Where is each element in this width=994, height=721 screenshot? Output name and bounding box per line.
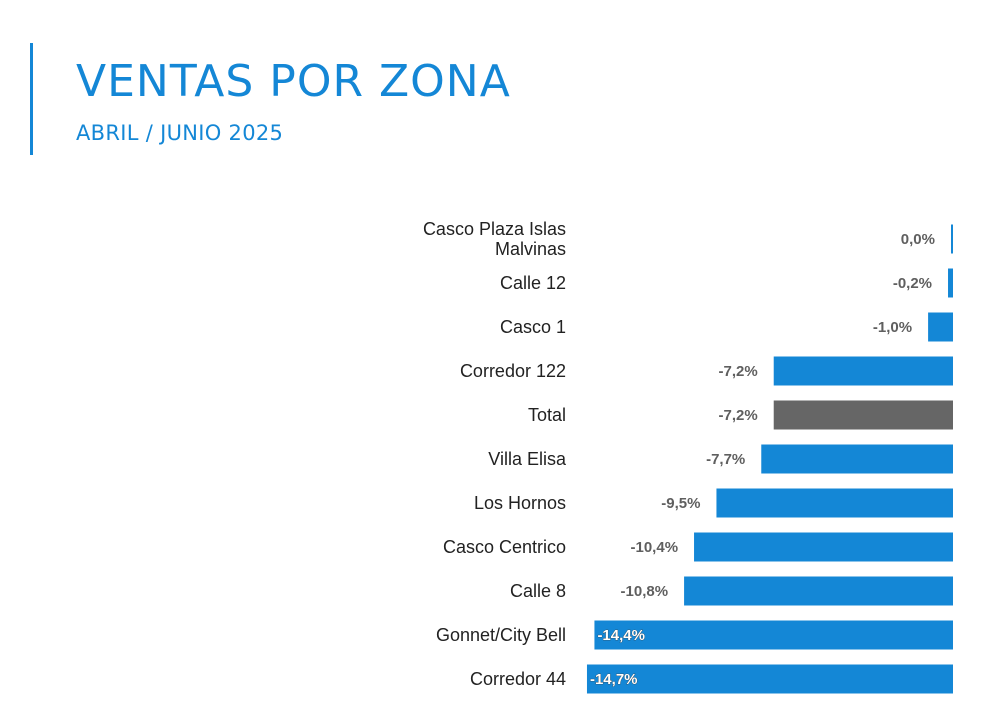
category-label-7: Casco Centrico — [443, 537, 566, 557]
bar-5 — [761, 444, 953, 474]
category-label-0-line-1: Malvinas — [495, 239, 566, 259]
bar-2 — [928, 312, 953, 342]
page-subtitle: ABRIL / JUNIO 2025 — [76, 121, 284, 145]
category-label-8: Calle 8 — [510, 581, 566, 601]
bar-4 — [773, 400, 953, 430]
title-accent-line — [30, 43, 33, 155]
bar-8 — [684, 576, 953, 606]
bar-9 — [594, 620, 953, 650]
value-label-6: -9,5% — [661, 495, 700, 512]
bar-7 — [694, 532, 953, 562]
category-label-5: Villa Elisa — [488, 449, 567, 469]
bar-3 — [773, 356, 953, 386]
value-label-3: -7,2% — [719, 363, 758, 380]
bar-1 — [948, 268, 953, 298]
bar-6 — [716, 488, 953, 518]
bar-0 — [951, 224, 953, 254]
category-label-1: Calle 12 — [500, 273, 566, 293]
value-label-9: -14,4% — [597, 627, 645, 644]
page-title: VENTAS POR ZONA — [76, 56, 511, 107]
value-label-5: -7,7% — [706, 451, 745, 468]
category-label-6: Los Hornos — [474, 493, 566, 513]
value-label-1: -0,2% — [893, 275, 932, 292]
category-label-0-line-0: Casco Plaza Islas — [423, 219, 566, 239]
value-label-8: -10,8% — [621, 583, 669, 600]
category-label-9: Gonnet/City Bell — [436, 625, 566, 645]
category-label-3: Corredor 122 — [460, 361, 566, 381]
value-label-7: -10,4% — [631, 539, 679, 556]
value-label-10: -14,7% — [590, 671, 638, 688]
bar-10 — [586, 664, 953, 694]
value-label-2: -1,0% — [873, 319, 912, 336]
category-label-10: Corredor 44 — [470, 669, 566, 689]
category-label-4: Total — [528, 405, 566, 425]
value-label-4: -7,2% — [719, 407, 758, 424]
value-label-0: 0,0% — [901, 231, 935, 248]
category-label-2: Casco 1 — [500, 317, 566, 337]
